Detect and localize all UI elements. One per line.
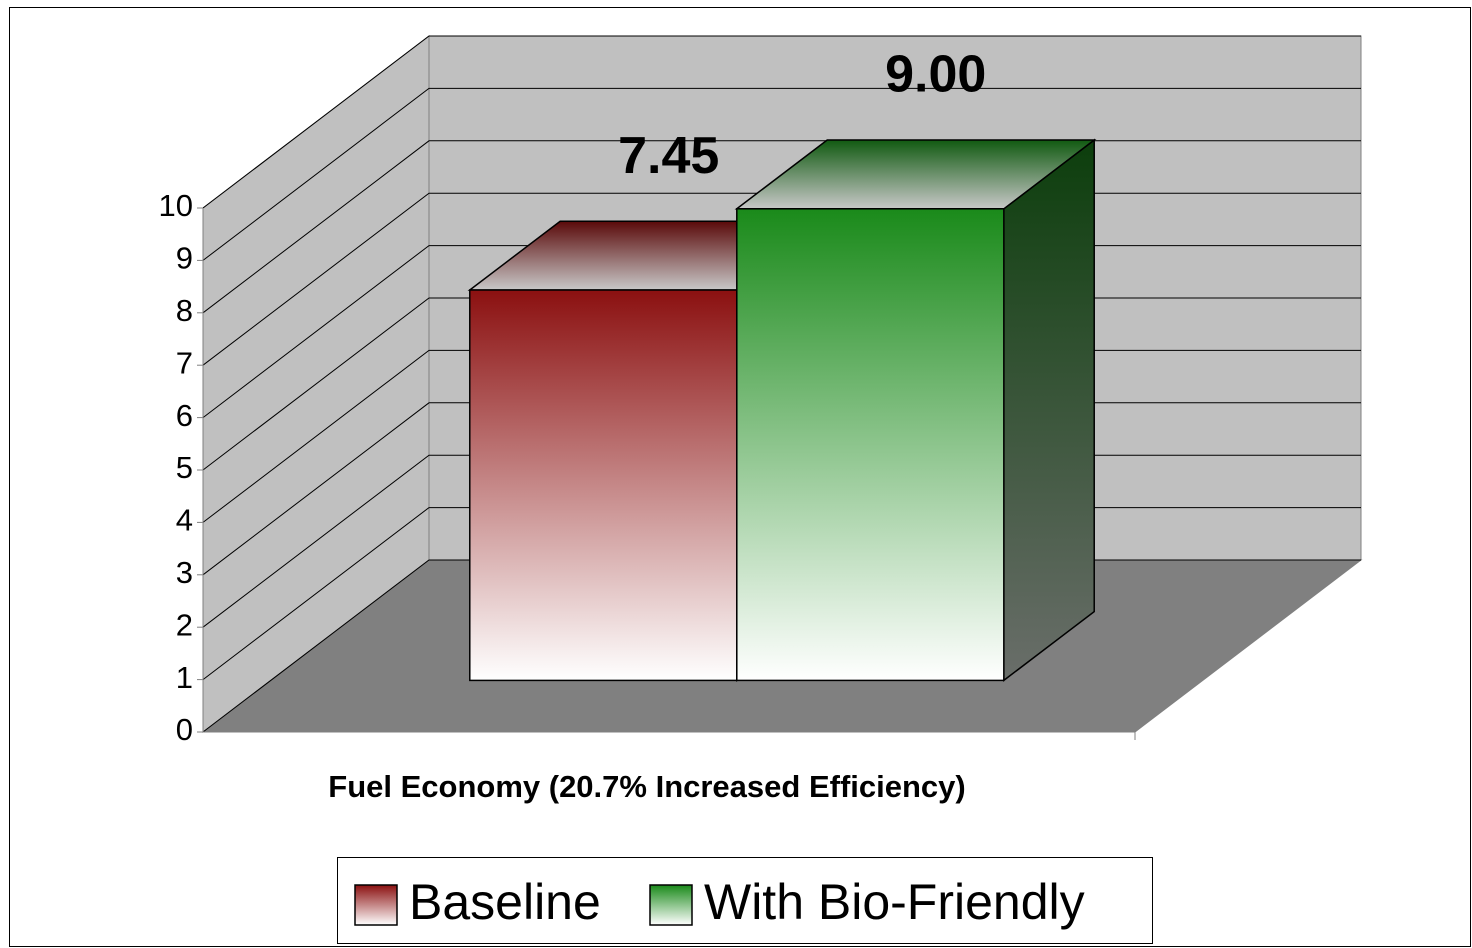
y-tick-label: 0	[176, 712, 193, 747]
y-tick-label: 3	[176, 555, 193, 590]
x-category-label: Fuel Economy (20.7% Increased Efficiency…	[328, 769, 965, 804]
bar-front	[736, 208, 1005, 682]
legend-box	[337, 857, 1153, 944]
value-label: 9.00	[885, 46, 986, 104]
legend-swatch	[649, 884, 693, 926]
value-label: 7.45	[618, 127, 719, 185]
y-tick-label: 1	[176, 660, 193, 695]
grid-line	[202, 87, 1361, 261]
y-tick-label: 7	[176, 345, 193, 380]
bar-side	[1003, 138, 1095, 682]
y-tick-label: 5	[176, 450, 193, 485]
y-tick-label: 10	[159, 188, 193, 223]
y-tick-label: 6	[176, 398, 193, 433]
legend-label: Baseline	[409, 874, 601, 930]
bar-front	[469, 289, 738, 682]
grid-line	[202, 35, 1361, 209]
legend-label: With Bio-Friendly	[704, 874, 1085, 930]
y-tick-label: 2	[176, 607, 193, 642]
legend-swatch	[354, 884, 398, 926]
y-tick-label: 9	[176, 241, 193, 276]
y-tick-label: 4	[176, 503, 193, 538]
y-tick-label: 8	[176, 293, 193, 328]
bar	[734, 138, 1097, 682]
